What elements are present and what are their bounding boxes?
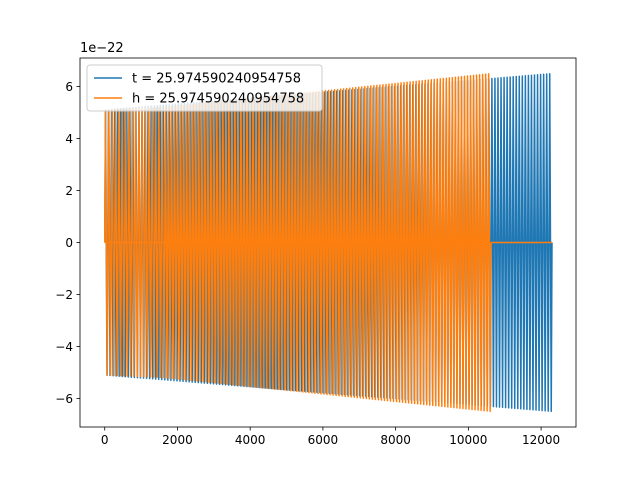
legend-label: h = 25.974590240954758 [132,92,304,107]
x-tick-label: 10000 [449,433,487,447]
y-tick-label: −6 [55,392,73,406]
x-tick-label: 8000 [380,433,411,447]
y-tick-label: 0 [65,236,73,250]
x-tick-label: 0 [101,433,109,447]
axes-layer: 0 2000 4000 6000 8000 10000 12000 −6 −4 −2 0 2 4 6 [55,57,577,447]
series-layer [103,73,553,413]
y-tick-label: 4 [65,132,73,146]
y-offset-text: 1e−22 [80,41,124,56]
series-line-segment [163,73,492,413]
x-tick-label: 12000 [522,433,560,447]
y-tick-label: 2 [65,184,73,198]
legend: t = 25.974590240954758 h = 25.97459024095… [86,64,323,112]
y-tick-label: −2 [55,288,73,302]
series-h [103,73,552,413]
legend-label: t = 25.974590240954758 [132,72,301,87]
y-tick-label: −4 [55,340,73,354]
legend-box [86,64,323,112]
x-tick-label: 4000 [235,433,266,447]
x-tick-label: 2000 [162,433,193,447]
y-tick-label: 6 [65,80,73,94]
x-tick-label: 6000 [308,433,339,447]
